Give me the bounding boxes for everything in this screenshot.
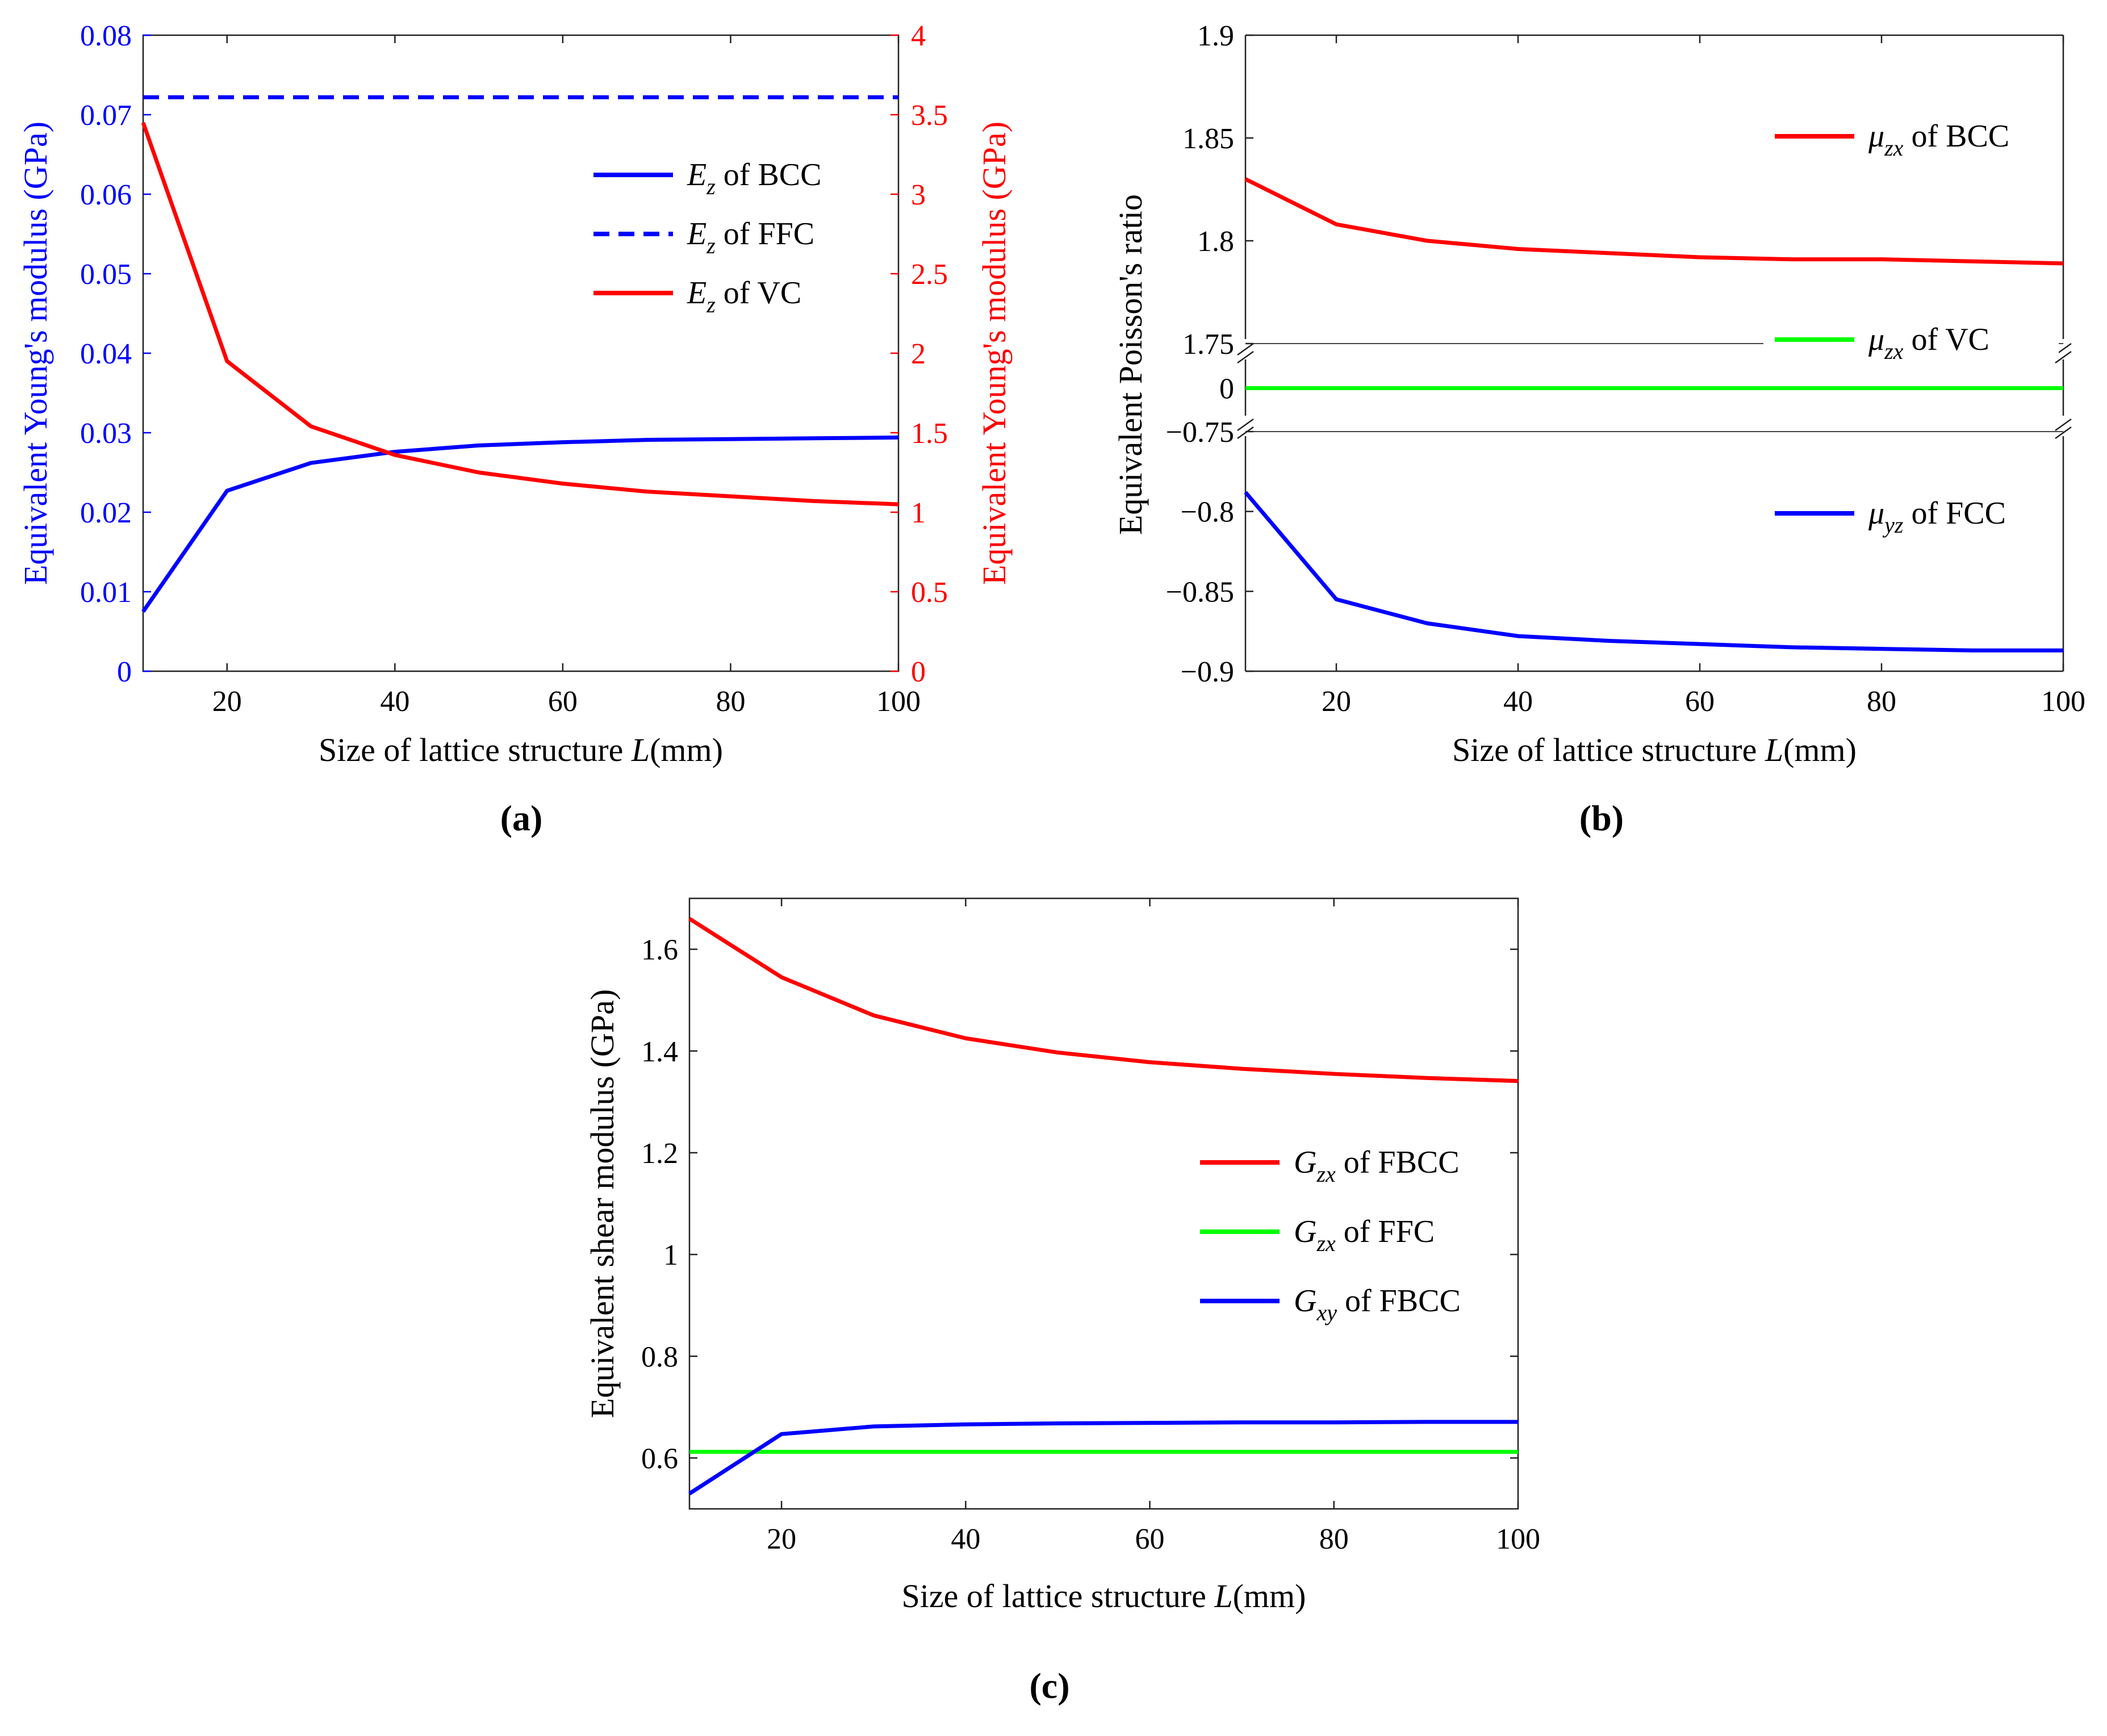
series-line-c-0 [688,917,1519,1084]
series-line-a-0 [141,435,899,613]
y-tick-label-right-a: 2.5 [911,258,948,291]
y-tick-label-right-a: 0 [911,656,926,688]
legend-c-2-label: Gxy of FBCC [1294,1283,1461,1325]
y-tick-label-left-a: 0.07 [80,99,132,132]
x-tick-label-b: 20 [1322,685,1351,718]
x-tick-label-a: 20 [212,685,242,718]
y-tick-label-c: 1.6 [641,934,678,967]
x-axis-label-b: Size of lattice structure L(mm) [1452,731,1857,768]
axis-break-mark-b [1237,342,1254,356]
y-tick-label-right-a: 1.5 [911,417,948,450]
y-tick-label-left-a: 0.03 [80,417,132,450]
panel-label-b: (b) [1579,798,1624,838]
y-axis-label-b: Equivalent Poisson's ratio [1112,194,1149,535]
legend-a-2-label: Ez of VC [687,275,801,317]
series-line-b-0 [1244,177,2064,266]
y-tick-label-middle-b: 0 [1219,373,1234,405]
axis-break-mark-b [1237,350,1254,364]
y-tick-label-c: 0.8 [641,1341,678,1373]
x-tick-label-c: 60 [1135,1523,1165,1555]
y-tick-label-left-a: 0.06 [80,179,132,211]
y-tick-label-c: 0.6 [641,1442,678,1475]
y-axis-label-right-a: Equivalent Young's modulus (GPa) [976,122,1013,585]
y-tick-label-left-a: 0.04 [80,338,132,370]
plot-frame-a [142,34,900,672]
x-tick-label-b: 60 [1685,685,1715,718]
y-tick-label-left-a: 0.08 [80,20,132,52]
legend-b-1-label: μzx of VC [1868,322,1989,364]
y-tick-label-left-a: 0.02 [80,497,132,529]
axis-break-mark-b [1237,426,1254,440]
panel-label-c: (c) [1029,1666,1069,1706]
y-tick-label-left-a: 0 [117,656,132,688]
x-tick-label-c: 80 [1319,1523,1349,1555]
y-tick-label-right-a: 2 [911,338,926,370]
axis-break-mark-b [2055,350,2072,364]
x-axis-label-a: Size of lattice structure L(mm) [319,731,723,768]
x-tick-label-b: 100 [2041,685,2085,718]
y-axis-label-c: Equivalent shear modulus (GPa) [584,989,621,1418]
x-tick-label-c: 40 [951,1523,980,1555]
y-tick-label-lower-b: −0.85 [1166,576,1234,608]
x-tick-label-b: 80 [1867,685,1896,718]
x-axis-label-c: Size of lattice structure L(mm) [902,1578,1306,1614]
x-tick-label-c: 20 [767,1523,796,1555]
y-tick-label-upper-b: 1.9 [1197,20,1234,52]
y-tick-label-lower-b: −0.9 [1181,656,1234,688]
series-line-a-2 [141,122,899,507]
y-tick-label-c: 1 [663,1239,678,1271]
legend-b-2-label: μyz of FCC [1868,496,2006,538]
y-tick-label-right-a: 4 [911,20,926,52]
y-tick-label-left-a: 0.05 [80,258,132,291]
x-tick-label-c: 100 [1496,1523,1540,1555]
y-tick-label-left-a: 0.01 [80,576,132,609]
y-tick-label-c: 1.4 [641,1036,678,1068]
y-tick-label-c: 1.2 [641,1137,678,1170]
y-tick-label-upper-b: 1.75 [1182,328,1234,361]
y-axis-label-left-a: Equivalent Young's modulus (GPa) [17,122,54,585]
panel-a-chart: 20 40 60 80 10000.010.020.030.040.050.060.07… [17,20,1013,838]
legend-c-1-label: Gzx of FFC [1294,1214,1435,1256]
series-line-c-2 [688,1420,1518,1496]
plot-frame-c [688,897,1519,1510]
panel-label-a: (a) [500,798,543,838]
y-tick-label-right-a: 3 [911,179,926,211]
x-tick-label-b: 40 [1503,685,1533,718]
panel-c-chart: 20 40 60 80 100 0.6 0.8 1 1.2 1.4 1.6 Gzx of FBCC Gz… [584,897,1540,1706]
y-tick-label-right-a: 3.5 [911,99,948,132]
legend-b-0-label: μzx of BCC [1868,119,2009,161]
y-tick-label-right-a: 1 [911,497,926,529]
x-tick-label-a: 40 [380,685,409,718]
legend-c-0-label: Gzx of FBCC [1294,1145,1460,1187]
axis-break-mark-b [2055,418,2072,432]
axis-break-mark-b [2055,426,2072,440]
y-tick-label-upper-b: 1.85 [1182,123,1234,155]
x-tick-label-a: 100 [876,685,921,718]
y-tick-label-lower-b: −0.75 [1166,416,1234,449]
y-tick-label-upper-b: 1.8 [1197,225,1234,258]
legend-a-1-label: Ez of FFC [687,216,814,258]
axis-break-mark-b [1237,418,1254,432]
series-line-b-2 [1244,491,2063,652]
y-tick-label-right-a: 0.5 [911,576,948,609]
x-tick-label-a: 60 [548,685,578,718]
legend-a-0-label: Ez of BCC [687,157,822,199]
panel-b-chart: 20 40 60 80 100 1.75 1.8 1.85 1.9 0 −0.75 −0.8 −0.85… [1112,20,2085,838]
x-tick-label-a: 80 [716,685,745,718]
y-tick-label-lower-b: −0.8 [1181,496,1234,529]
